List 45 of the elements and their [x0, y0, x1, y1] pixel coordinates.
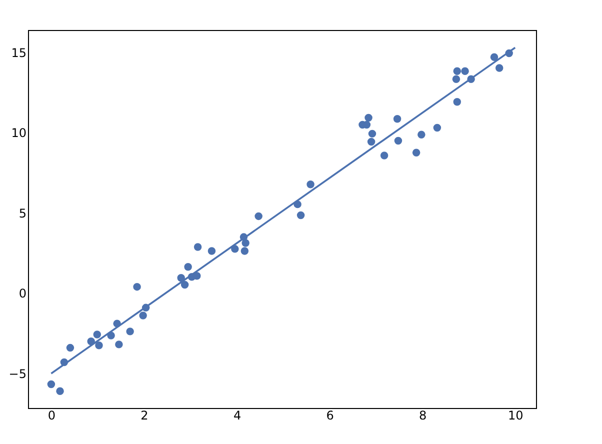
point — [180, 280, 189, 289]
point — [306, 180, 314, 188]
point — [177, 274, 185, 282]
point — [240, 247, 249, 255]
x-tick-label: 10 — [508, 408, 524, 422]
point — [139, 312, 147, 320]
point — [93, 330, 101, 338]
point — [461, 67, 469, 75]
point — [412, 148, 420, 156]
point — [95, 342, 103, 350]
point — [47, 380, 56, 388]
point — [133, 282, 141, 291]
point — [364, 114, 372, 122]
point — [452, 75, 460, 83]
point — [115, 340, 123, 348]
y-tick-label: −5 — [8, 366, 26, 381]
point — [380, 152, 388, 160]
point — [393, 115, 402, 123]
point — [453, 98, 462, 106]
point — [296, 211, 305, 220]
x-tick-label: 6 — [326, 408, 334, 422]
point — [242, 239, 250, 247]
point — [184, 263, 192, 271]
point — [56, 387, 64, 396]
point — [126, 328, 134, 336]
y-tick-label: 5 — [18, 206, 26, 220]
point — [254, 212, 262, 220]
point — [208, 247, 216, 255]
point — [453, 67, 462, 75]
point — [433, 124, 442, 132]
x-tick-label: 4 — [233, 408, 242, 422]
x-tick-label: 0 — [48, 408, 56, 422]
point — [394, 136, 402, 145]
point — [368, 130, 376, 138]
point — [495, 64, 504, 72]
y-tick-label: 15 — [11, 46, 26, 60]
y-tick-label: 10 — [11, 126, 26, 140]
x-tick-label: 8 — [419, 408, 427, 422]
x-tick-label: 2 — [140, 408, 148, 422]
y-tick-label: 0 — [18, 286, 26, 301]
point — [490, 53, 498, 61]
point — [367, 138, 376, 146]
point — [194, 243, 202, 251]
point — [418, 130, 426, 139]
point — [66, 344, 74, 352]
